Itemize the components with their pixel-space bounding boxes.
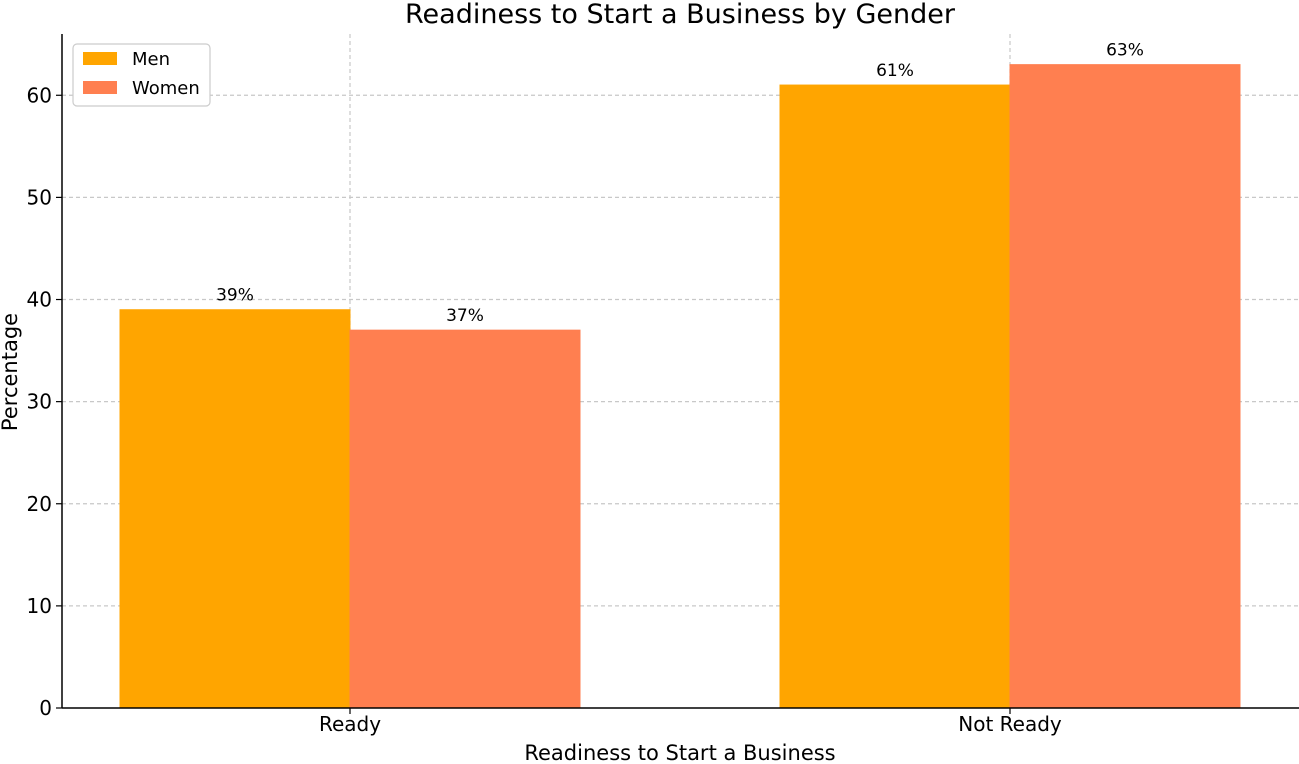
y-axis-ticks: 0 10 20 30 40 50 60 bbox=[27, 83, 62, 720]
bar-value-label: 63% bbox=[1106, 41, 1144, 61]
x-tick-label: Not Ready bbox=[958, 712, 1062, 736]
y-axis-title: Percentage bbox=[0, 313, 22, 431]
bar-women-not-ready bbox=[1009, 64, 1241, 709]
legend-swatch-men bbox=[83, 52, 117, 65]
x-tick-label: Ready bbox=[319, 712, 381, 736]
legend-label-men: Men bbox=[132, 49, 170, 70]
x-axis-ticks: Ready Not Ready bbox=[319, 708, 1062, 736]
legend-label-women: Women bbox=[132, 78, 200, 99]
y-tick-label: 0 bbox=[39, 696, 52, 720]
y-tick-label: 40 bbox=[27, 288, 52, 312]
y-tick-label: 60 bbox=[27, 83, 52, 107]
bar-men-not-ready bbox=[779, 84, 1011, 709]
bar-value-label: 39% bbox=[216, 286, 254, 306]
y-tick-label: 50 bbox=[27, 185, 52, 209]
chart-title: Readiness to Start a Business by Gender bbox=[405, 0, 956, 30]
bar-men-ready bbox=[119, 309, 351, 709]
legend: Men Women bbox=[72, 43, 211, 107]
y-tick-label: 20 bbox=[27, 492, 52, 516]
bars bbox=[119, 64, 1241, 709]
bar-value-label: 37% bbox=[446, 306, 484, 326]
bar-labels: 39% 37% 61% 63% bbox=[216, 41, 1144, 327]
bar-women-ready bbox=[349, 329, 581, 709]
legend-swatch-women bbox=[83, 81, 117, 94]
y-tick-label: 10 bbox=[27, 594, 52, 618]
bar-value-label: 61% bbox=[876, 61, 914, 81]
x-axis-title: Readiness to Start a Business bbox=[524, 741, 835, 764]
y-tick-label: 30 bbox=[27, 390, 52, 414]
